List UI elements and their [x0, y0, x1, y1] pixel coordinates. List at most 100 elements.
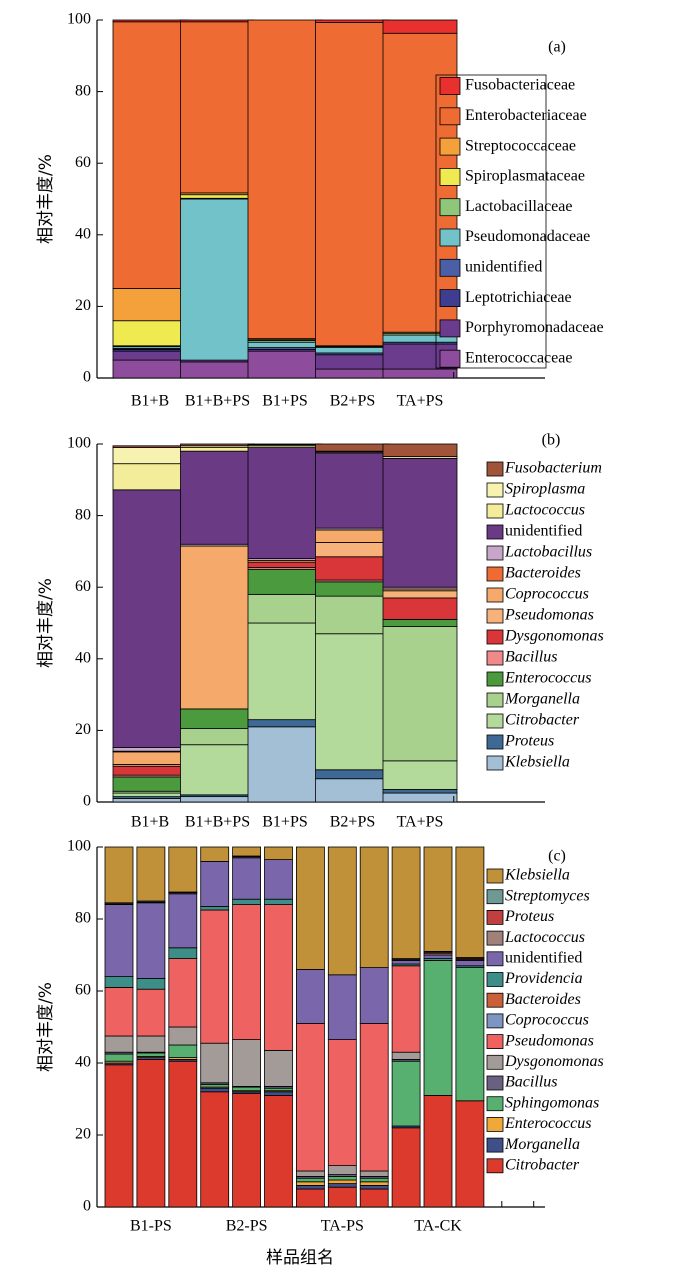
bar-segment — [295, 846, 325, 970]
bar-segment — [327, 974, 357, 1040]
bar-segment — [112, 489, 188, 748]
legend-swatch — [486, 951, 504, 967]
legend-swatch — [486, 545, 504, 561]
bar-segment — [247, 447, 323, 559]
bar-segment — [180, 728, 255, 746]
x-tick-label: B2+PS — [330, 814, 376, 831]
bar-segment — [423, 846, 453, 952]
bar-segment — [104, 1035, 134, 1053]
y-tick-label: 0 — [83, 369, 91, 386]
bar-segment — [180, 545, 255, 710]
bar-segment — [264, 846, 293, 861]
legend-label: Morganella — [504, 1136, 580, 1153]
bar-segment — [264, 904, 293, 1051]
bar-segment — [455, 967, 485, 1102]
bar-segment — [382, 443, 458, 457]
legend-swatch — [486, 587, 504, 603]
bar-segment — [423, 954, 453, 959]
bar-segment — [359, 1177, 389, 1183]
legend-label: Citrobacter — [505, 712, 580, 729]
legend-label: unidentified — [505, 523, 582, 540]
bar-segment — [112, 288, 188, 322]
y-tick-label: 60 — [75, 154, 91, 171]
bar-segment — [112, 447, 188, 465]
legend-swatch — [439, 137, 461, 156]
bar-segment — [315, 368, 390, 379]
bar-segment — [200, 1042, 230, 1084]
legend-label: unidentified — [465, 258, 542, 275]
x-tick-label: B1+B+PS — [185, 393, 250, 410]
bar-segment — [104, 1053, 134, 1062]
x-tick-label: B1+B — [131, 393, 169, 410]
bar-segment — [180, 194, 255, 199]
bar-segment — [247, 443, 323, 446]
bar-segment — [327, 1183, 357, 1188]
bar-segment — [232, 904, 262, 1040]
bar-segment — [315, 556, 390, 581]
bar-segment — [136, 978, 166, 990]
bar-segment — [359, 1188, 389, 1208]
bar-segment — [423, 960, 453, 1096]
legend-label: Sphingomonas — [505, 1094, 599, 1111]
legend-label: Lactobacillaceae — [465, 198, 572, 215]
bar-segment — [232, 898, 262, 906]
bar-segment — [315, 452, 390, 529]
legend-swatch — [486, 1117, 504, 1132]
legend-swatch — [486, 503, 504, 519]
bar-segment — [264, 1095, 293, 1208]
bar-segment — [315, 633, 390, 771]
bar-segment — [168, 1026, 198, 1046]
y-tick-label: 80 — [75, 82, 91, 99]
bar-segment — [112, 765, 188, 776]
legend-label: Providencia — [504, 970, 583, 987]
bar-segment — [112, 747, 188, 752]
legend-box — [435, 74, 547, 369]
legend-label: Pseudomonadaceae — [465, 228, 590, 245]
legend-label: Fusobacteriaceae — [465, 77, 575, 94]
bar-segment — [247, 561, 323, 568]
bar-segment — [359, 1170, 389, 1177]
bar-segment — [315, 443, 390, 452]
bar-segment — [295, 1188, 325, 1208]
legend-label: Coprococcus — [505, 586, 589, 603]
bar-segment — [180, 21, 255, 194]
legend-label: Bacteroides — [505, 565, 581, 582]
panel-label: (b) — [542, 432, 561, 449]
bar-segment — [180, 447, 255, 452]
legend-label: Klebsiella — [504, 867, 570, 884]
bar-segment — [136, 846, 166, 902]
x-tick-label: B1+B — [131, 814, 169, 831]
bar-segment — [455, 960, 485, 967]
bar-segment — [168, 1060, 198, 1208]
bar-segment — [112, 350, 188, 361]
bar-segment — [327, 846, 357, 976]
bar-segment — [327, 1039, 357, 1166]
x-tick-label: B2+PS — [330, 393, 376, 410]
bar-segment — [112, 463, 188, 491]
bar-segment — [315, 581, 390, 597]
y-axis-label: 相对丰度/% — [36, 982, 56, 1072]
legend-label: Lactococcus — [504, 502, 585, 519]
legend-label: Spiroplasma — [505, 481, 585, 498]
y-tick-label: 40 — [75, 649, 91, 666]
legend-swatch — [486, 1137, 504, 1153]
bar-segment — [327, 1186, 357, 1208]
bar-segment — [247, 726, 323, 803]
bar-segment — [295, 1181, 325, 1186]
legend-swatch — [439, 289, 461, 308]
legend-swatch — [486, 566, 504, 582]
x-axis-label: 样品组名 — [266, 1248, 334, 1268]
legend-swatch — [439, 228, 461, 247]
bar-segment — [112, 751, 188, 765]
bar-segment — [247, 719, 323, 728]
bar-segment — [295, 1177, 325, 1183]
bar-segment — [315, 769, 390, 780]
bar-segment — [247, 593, 323, 624]
legend-label: Bacillus — [505, 649, 557, 666]
bar-segment — [382, 457, 458, 588]
legend-label: Enterococcus — [504, 1115, 591, 1132]
bar-segment — [359, 1023, 389, 1172]
bar-segment — [232, 1086, 262, 1092]
group-label: TA-CK — [414, 1218, 462, 1235]
